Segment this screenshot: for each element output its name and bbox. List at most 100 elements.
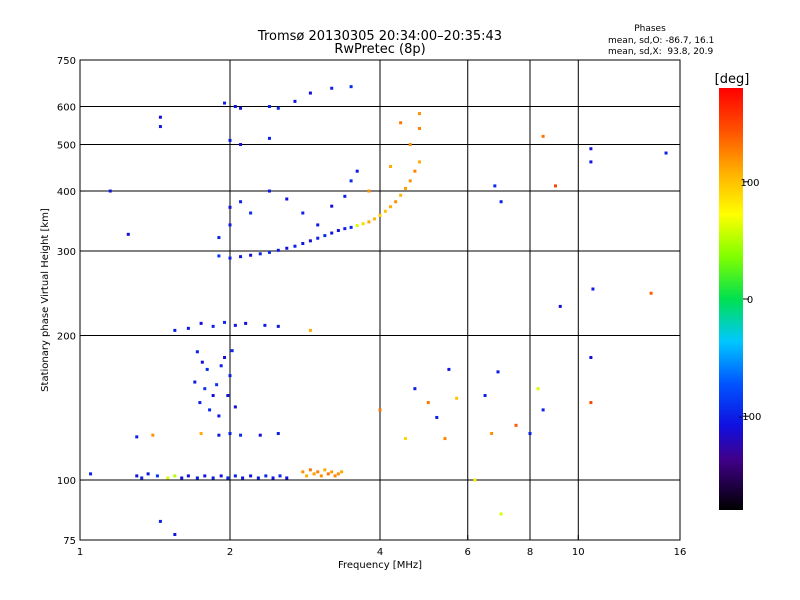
data-point <box>399 121 403 125</box>
data-point <box>301 470 305 474</box>
data-point <box>541 134 545 138</box>
data-point <box>355 169 359 173</box>
y-tick-label: 100 <box>57 476 76 487</box>
data-point <box>263 323 267 327</box>
data-point <box>239 106 243 110</box>
data-point <box>151 433 155 437</box>
data-point <box>217 414 221 418</box>
data-point <box>336 229 340 233</box>
x-axis-label: Frequency [MHz] <box>338 560 422 571</box>
data-point <box>408 143 412 147</box>
data-point <box>233 323 237 327</box>
data-point <box>249 253 253 257</box>
data-point <box>664 151 668 155</box>
data-point <box>389 164 393 168</box>
data-point <box>367 220 371 224</box>
data-point <box>349 225 353 229</box>
data-point <box>308 91 312 95</box>
y-tick-label: 75 <box>63 536 76 547</box>
data-point <box>244 321 248 325</box>
data-point <box>267 189 271 193</box>
colorbar-tick-label: 0 <box>747 295 753 306</box>
data-point <box>323 234 327 238</box>
stats-line-x: mean, sd,X: 93.8, 20.9 <box>608 47 714 57</box>
data-point <box>278 474 282 478</box>
data-point <box>343 227 347 231</box>
data-point <box>285 476 289 480</box>
data-point <box>417 160 421 164</box>
data-point <box>301 211 305 215</box>
data-point <box>223 320 227 324</box>
data-point <box>158 519 162 523</box>
data-point <box>493 184 497 188</box>
data-point <box>340 470 344 474</box>
data-point <box>140 476 144 480</box>
data-point <box>199 432 203 436</box>
data-point <box>305 474 309 478</box>
data-point <box>443 437 447 441</box>
data-point <box>166 476 170 480</box>
data-point <box>330 470 334 474</box>
data-point <box>228 374 232 378</box>
data-point <box>249 211 253 215</box>
data-point <box>435 415 439 419</box>
data-point <box>173 533 177 537</box>
data-point <box>223 101 227 105</box>
data-point <box>198 401 202 405</box>
x-axis-ticks: 1 2 4 6 8 10 16 <box>77 535 686 558</box>
data-point <box>308 239 312 243</box>
y-tick-label: 500 <box>57 141 76 152</box>
data-point <box>553 184 557 188</box>
data-point <box>239 255 243 259</box>
data-point <box>239 433 243 437</box>
data-point <box>203 474 207 478</box>
data-point <box>195 350 199 354</box>
data-point <box>233 105 237 109</box>
data-point <box>399 193 403 197</box>
colorbar-tick-label: -100 <box>739 412 762 423</box>
data-point <box>258 433 262 437</box>
x-tick-label: 1 <box>77 547 83 558</box>
data-point <box>413 169 417 173</box>
data-point <box>361 222 365 226</box>
data-point <box>528 432 532 436</box>
colorbar <box>719 88 743 510</box>
data-point <box>473 478 477 482</box>
y-tick-label: 600 <box>57 103 76 114</box>
data-point <box>233 405 237 409</box>
data-point <box>455 396 459 400</box>
data-point <box>285 246 289 250</box>
data-point <box>403 186 407 190</box>
data-point <box>239 200 243 204</box>
data-point <box>367 189 371 193</box>
data-point <box>541 408 545 412</box>
data-point <box>316 470 320 474</box>
data-point <box>108 189 112 193</box>
data-point <box>417 126 421 130</box>
chart-title: Tromsø 20130305 20:34:00–20:35:43 <box>257 29 502 44</box>
data-point <box>276 432 280 436</box>
data-point <box>389 205 393 209</box>
data-point <box>496 370 500 374</box>
data-point <box>589 401 593 405</box>
data-point <box>217 433 221 437</box>
y-tick-label: 200 <box>57 332 76 343</box>
data-point <box>308 468 312 472</box>
data-point <box>330 86 334 90</box>
data-point <box>219 474 223 478</box>
data-point <box>378 408 382 412</box>
data-point <box>211 324 215 328</box>
data-point <box>330 204 334 208</box>
data-point <box>536 387 540 391</box>
data-point <box>219 364 223 368</box>
y-axis-ticks: 75 100 200 300 400 500 600 750 <box>57 56 85 547</box>
data-point <box>323 468 327 472</box>
data-point <box>228 223 232 227</box>
data-point <box>217 236 221 240</box>
data-point <box>373 217 377 221</box>
data-point <box>589 160 593 164</box>
data-point <box>158 125 162 129</box>
data-point <box>316 236 320 240</box>
y-tick-label: 300 <box>57 247 76 258</box>
